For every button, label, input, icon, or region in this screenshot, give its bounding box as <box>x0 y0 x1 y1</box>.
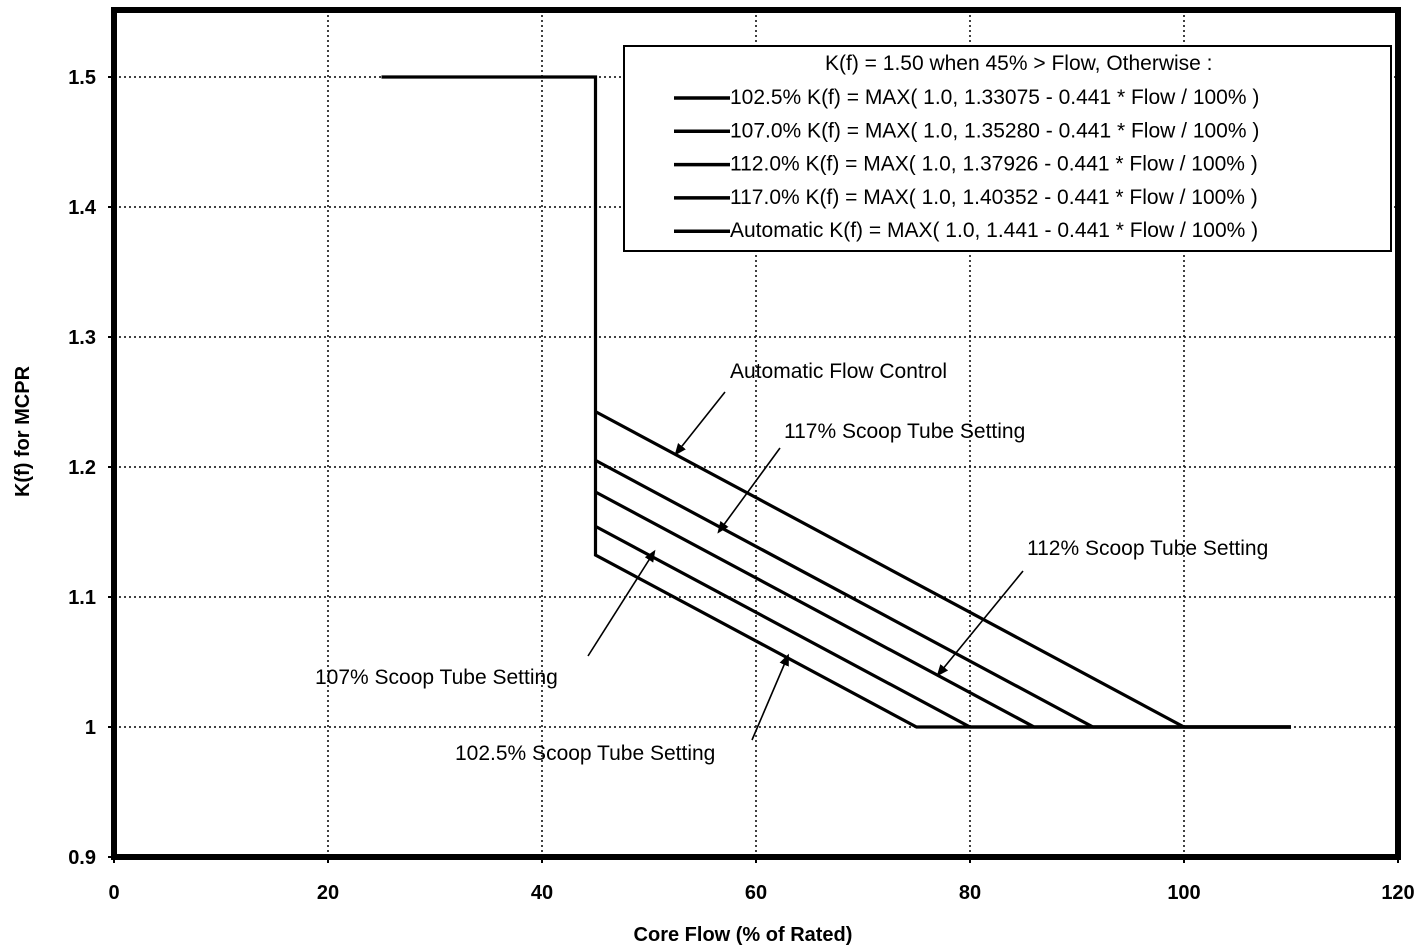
annotation-label: 117% Scoop Tube Setting <box>784 420 1025 443</box>
annotations: Automatic Flow Control 117% Scoop Tube Se… <box>315 360 1268 765</box>
y-tick-label: 1.1 <box>68 587 96 609</box>
x-axis-title: Core Flow (% of Rated) <box>634 924 853 946</box>
legend-entry: 112.0% K(f) = MAX( 1.0, 1.37926 - 0.441 … <box>730 153 1258 176</box>
annotation-arrow <box>751 653 789 741</box>
x-tick-label: 20 <box>317 882 339 904</box>
tick-labels: 0 20 40 60 80 100 120 0.9 1 1.1 1.2 1.3 1.4 1.5 <box>68 67 1415 904</box>
series-line-5 <box>594 410 1291 729</box>
legend-entry: 117.0% K(f) = MAX( 1.0, 1.40352 - 0.441 … <box>730 186 1258 209</box>
annotation-arrow <box>936 570 1024 677</box>
legend: K(f) = 1.50 when 45% > Flow, Otherwise :… <box>623 45 1392 252</box>
y-tick-label: 1 <box>85 717 96 739</box>
legend-box <box>623 45 1392 252</box>
annotation-label: 112% Scoop Tube Setting <box>1027 537 1268 560</box>
x-tick-label: 100 <box>1167 882 1200 904</box>
legend-entries: 102.5% K(f) = MAX( 1.0, 1.33075 - 0.441 … <box>674 86 1259 242</box>
y-axis-title: K(f) for MCPR <box>12 365 34 497</box>
legend-header: K(f) = 1.50 when 45% > Flow, Otherwise : <box>825 52 1213 75</box>
annotation-arrow <box>717 447 781 534</box>
annotation-label: 107% Scoop Tube Setting <box>315 666 558 689</box>
y-tick-label: 0.9 <box>68 847 96 869</box>
legend-entry: Automatic K(f) = MAX( 1.0, 1.441 - 0.441… <box>730 219 1258 242</box>
y-tick-label: 1.3 <box>68 327 96 349</box>
x-tick-label: 60 <box>745 882 767 904</box>
x-tick-label: 80 <box>959 882 981 904</box>
series-group <box>381 75 1291 729</box>
legend-entry: 107.0% K(f) = MAX( 1.0, 1.35280 - 0.441 … <box>730 119 1259 142</box>
x-tick-label: 40 <box>531 882 553 904</box>
annotation-label: 102.5% Scoop Tube Setting <box>455 742 715 765</box>
y-tick-label: 1.4 <box>68 197 97 219</box>
x-tick-label: 0 <box>108 882 119 904</box>
y-tick-label: 1.5 <box>68 67 96 89</box>
annotation-arrow <box>674 391 726 456</box>
annotation-label: Automatic Flow Control <box>730 360 947 383</box>
annotation-arrow <box>587 549 656 657</box>
x-tick-label: 120 <box>1381 882 1414 904</box>
y-tick-label: 1.2 <box>68 457 96 479</box>
legend-entry: 102.5% K(f) = MAX( 1.0, 1.33075 - 0.441 … <box>730 86 1259 109</box>
